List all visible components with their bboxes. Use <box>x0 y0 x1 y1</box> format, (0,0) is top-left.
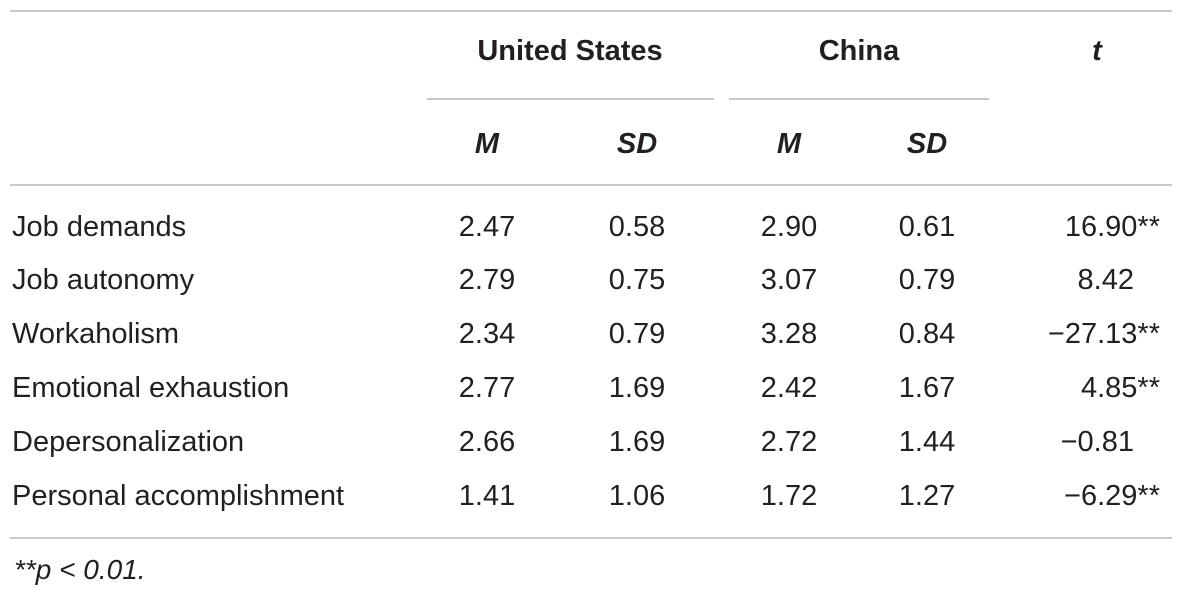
subheader-china-sd: SD <box>906 128 948 160</box>
cell-t: −6.29** <box>1064 480 1160 512</box>
subheader-china-m: M <box>776 128 802 160</box>
cell-t: 4.85** <box>1080 372 1160 404</box>
cell-us-m: 2.47 <box>458 211 516 243</box>
cell-china-sd: 0.61 <box>898 211 956 243</box>
cell-china-m: 3.07 <box>760 264 818 296</box>
cell-us-m: 2.79 <box>458 264 516 296</box>
cell-us-sd: 1.69 <box>608 426 666 458</box>
cell-us-sd: 0.58 <box>608 211 666 243</box>
cell-china-m: 2.42 <box>760 372 818 404</box>
row-label: Job demands <box>12 211 187 243</box>
cell-china-sd: 0.84 <box>898 318 956 350</box>
cell-china-sd: 0.79 <box>898 264 956 296</box>
cell-china-sd: 1.44 <box>898 426 956 458</box>
table-footnote: **p < 0.01. <box>14 554 146 585</box>
body-bottom-rule <box>10 537 1172 539</box>
row-label: Emotional exhaustion <box>12 372 290 404</box>
cell-us-m: 2.66 <box>458 426 516 458</box>
us-group-underline <box>427 98 714 100</box>
row-label: Depersonalization <box>12 426 245 458</box>
header-bottom-rule <box>10 184 1172 186</box>
row-label: Job autonomy <box>12 264 195 296</box>
cell-t: −27.13** <box>1047 318 1160 350</box>
cell-china-m: 1.72 <box>760 480 818 512</box>
cell-us-sd: 1.69 <box>608 372 666 404</box>
cell-china-sd: 1.27 <box>898 480 956 512</box>
header-t: t <box>1092 35 1102 67</box>
header-china: China <box>818 35 900 67</box>
cell-china-m: 2.90 <box>760 211 818 243</box>
header-united-states: United States <box>477 35 663 67</box>
cell-t: 16.90** <box>1064 211 1160 243</box>
subheader-us-sd: SD <box>616 128 658 160</box>
cell-us-sd: 1.06 <box>608 480 666 512</box>
row-label: Workaholism <box>12 318 180 350</box>
cell-china-m: 2.72 <box>760 426 818 458</box>
subheader-us-m: M <box>474 128 500 160</box>
cell-t: −0.81 <box>1060 426 1134 458</box>
cell-t: 8.42 <box>1077 264 1134 296</box>
cell-us-m: 2.34 <box>458 318 516 350</box>
top-rule <box>10 10 1172 12</box>
cell-us-sd: 0.79 <box>608 318 666 350</box>
cell-china-sd: 1.67 <box>898 372 956 404</box>
row-label: Personal accomplishment <box>12 480 345 512</box>
cell-us-m: 2.77 <box>458 372 516 404</box>
cell-us-m: 1.41 <box>458 480 516 512</box>
china-group-underline <box>729 98 989 100</box>
cell-us-sd: 0.75 <box>608 264 666 296</box>
cell-china-m: 3.28 <box>760 318 818 350</box>
